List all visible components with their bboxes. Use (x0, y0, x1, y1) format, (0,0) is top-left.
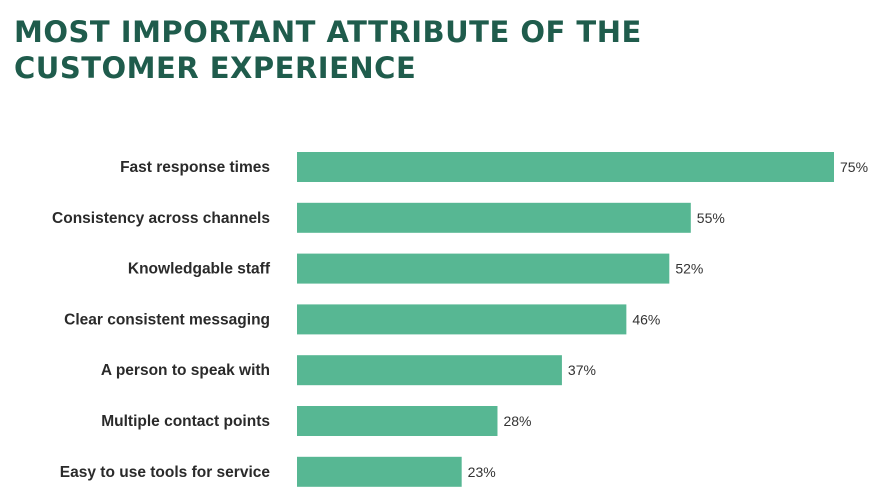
bar (297, 304, 627, 335)
chart-title-line-2: CUSTOMER EXPERIENCE (14, 51, 417, 85)
value-label: 52% (675, 261, 703, 277)
value-label: 46% (632, 311, 660, 327)
value-label: 37% (568, 362, 596, 378)
chart-title-line-1: MOST IMPORTANT ATTRIBUTE OF THE (14, 15, 642, 49)
bar (297, 202, 691, 233)
bar (297, 406, 498, 436)
value-label: 28% (503, 413, 531, 429)
bar (297, 253, 670, 284)
category-label: Fast response times (120, 159, 270, 176)
bar (297, 355, 562, 386)
value-label: 75% (840, 159, 868, 175)
category-label: Multiple contact points (101, 413, 270, 430)
category-label: A person to speak with (101, 362, 270, 379)
category-label: Consistency across channels (52, 210, 270, 227)
bar (297, 456, 462, 487)
category-label: Easy to use tools for service (60, 464, 271, 481)
chart-title: MOST IMPORTANT ATTRIBUTE OF THE CUSTOMER… (14, 14, 642, 86)
value-label: 23% (468, 464, 496, 480)
value-label: 55% (697, 210, 725, 226)
category-label: Clear consistent messaging (64, 311, 270, 328)
bar (297, 152, 834, 182)
category-label: Knowledgable staff (128, 261, 271, 278)
